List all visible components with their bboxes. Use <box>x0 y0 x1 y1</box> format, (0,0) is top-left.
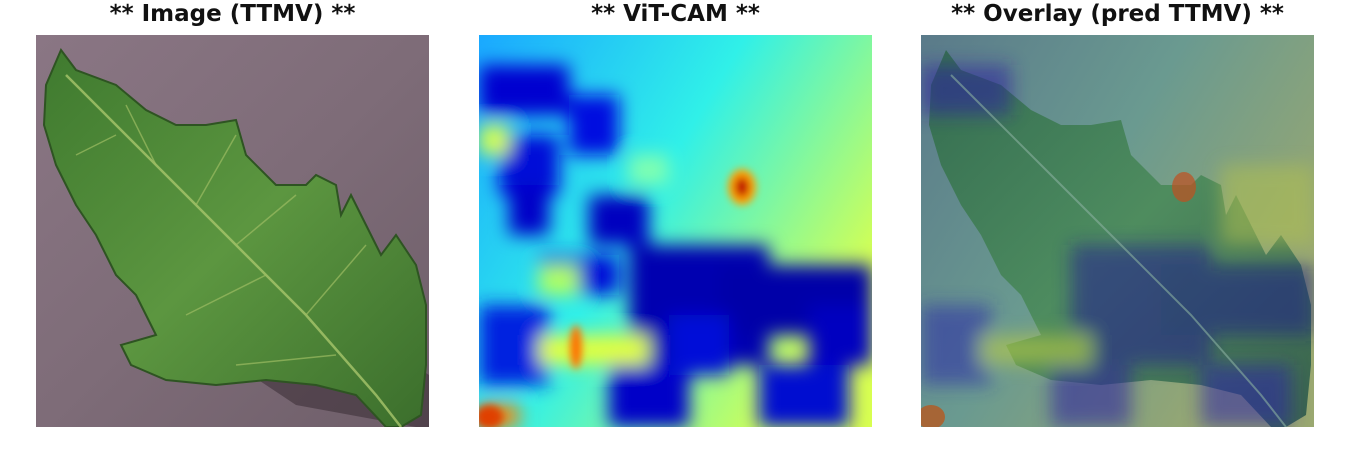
overlay-panel: ** Overlay (pred TTMV) ** <box>921 0 1314 450</box>
image-panel-title: ** Image (TTMV) ** <box>109 1 356 27</box>
cam-panel-title: ** ViT-CAM ** <box>591 1 760 27</box>
leaf-photo <box>36 35 429 427</box>
overlay-panel-title: ** Overlay (pred TTMV) ** <box>951 1 1284 27</box>
leaf-shape <box>42 48 427 427</box>
overlay-image <box>921 35 1314 427</box>
image-panel: ** Image (TTMV) ** <box>36 0 429 450</box>
cam-heatmap <box>479 35 872 427</box>
cam-panel: ** ViT-CAM ** <box>479 0 872 450</box>
